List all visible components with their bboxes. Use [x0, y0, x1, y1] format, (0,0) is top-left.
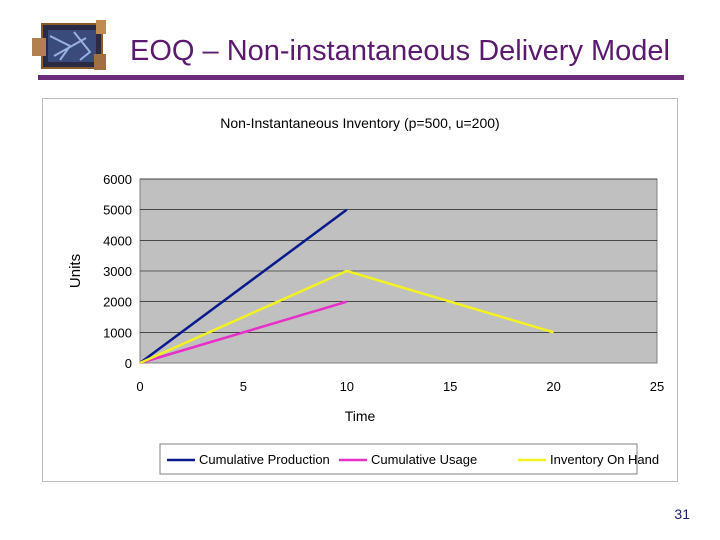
- series-line: [139, 208, 348, 365]
- y-tick-label: 6000: [103, 172, 132, 187]
- legend-label: Cumulative Production: [199, 452, 330, 467]
- x-tick-label: 5: [240, 379, 247, 394]
- y-tick-label: 3000: [103, 264, 132, 279]
- legend-label: Cumulative Usage: [371, 452, 477, 467]
- inventory-chart: Non-Instantaneous Inventory (p=500, u=20…: [67, 115, 664, 475]
- logo-icon: [32, 20, 106, 70]
- legend-box: [159, 443, 638, 475]
- y-tick-label: 5000: [103, 203, 132, 218]
- series-line: [139, 269, 554, 365]
- slide-title: EOQ – Non-instantaneous Delivery Model: [130, 35, 670, 67]
- page-number: 31: [674, 506, 690, 522]
- title-divider: [38, 75, 684, 80]
- x-tick-label: 20: [546, 379, 560, 394]
- x-tick-label: 10: [340, 379, 354, 394]
- y-tick-label: 4000: [103, 233, 132, 248]
- y-tick-label: 1000: [103, 325, 132, 340]
- legend-label: Inventory On Hand: [550, 452, 659, 467]
- x-tick-label: 15: [443, 379, 457, 394]
- y-tick-label: 0: [125, 356, 132, 371]
- x-tick-label: 25: [650, 379, 664, 394]
- x-axis-label: Time: [345, 408, 376, 424]
- chart-frame: Non-Instantaneous Inventory (p=500, u=20…: [42, 98, 678, 482]
- series-line: [139, 300, 348, 365]
- x-tick-label: 0: [136, 379, 143, 394]
- chart-title: Non-Instantaneous Inventory (p=500, u=20…: [220, 115, 499, 131]
- y-tick-label: 2000: [103, 295, 132, 310]
- y-axis-label: Units: [67, 254, 84, 288]
